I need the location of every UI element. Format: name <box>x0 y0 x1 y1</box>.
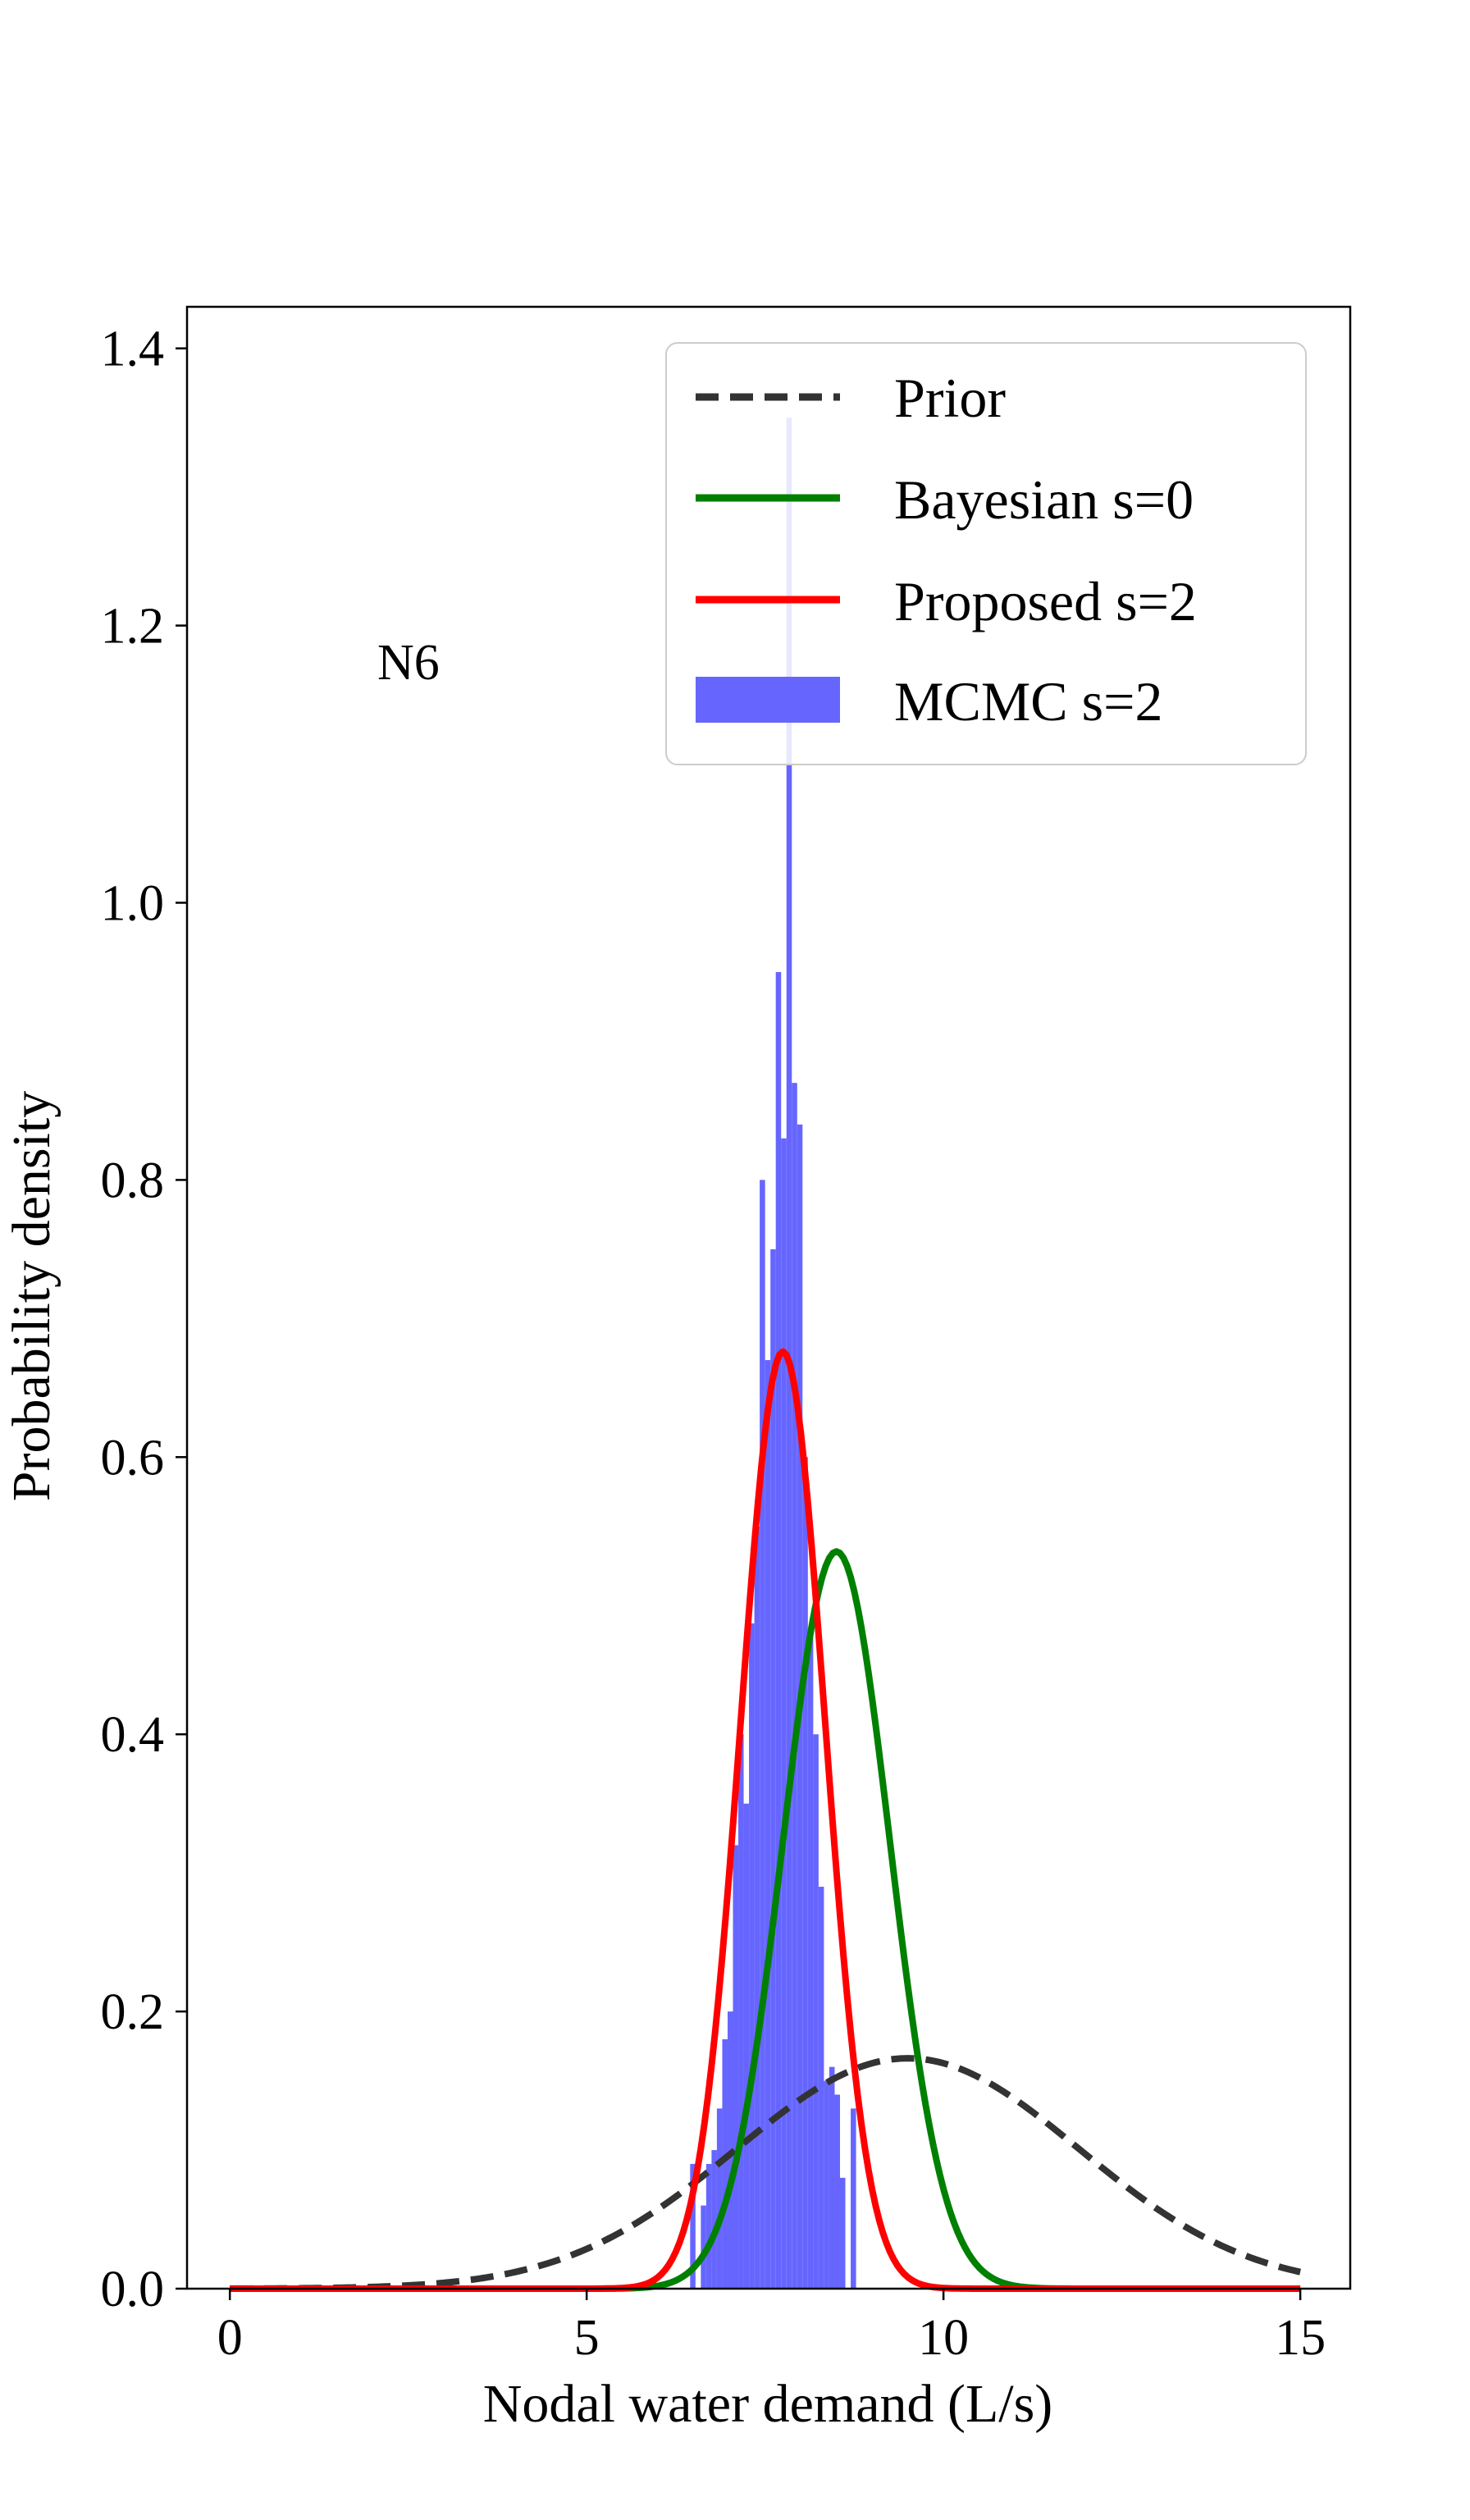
histogram-bar <box>754 1526 760 2289</box>
x-axis-label: Nodal water demand (L/s) <box>483 2374 1053 2434</box>
histogram-bar <box>851 2108 856 2289</box>
histogram-bar <box>813 1734 819 2289</box>
x-tick-label: 0 <box>217 2310 243 2366</box>
histogram-bar <box>705 2163 712 2289</box>
histogram-bar <box>711 2150 717 2289</box>
x-tick-label: 5 <box>574 2310 600 2366</box>
histogram-bar <box>716 2108 723 2289</box>
y-tick-label: 1.0 <box>101 875 165 931</box>
y-tick-label: 0.8 <box>101 1153 165 1208</box>
legend-bayesian-label: Bayesian s=0 <box>894 468 1194 531</box>
histogram-bar <box>722 2038 728 2289</box>
histogram-bar <box>807 1637 814 2289</box>
legend: Prior Bayesian s=0 Proposed s=2 MCMC s=2 <box>665 342 1307 765</box>
y-tick-label: 0.4 <box>101 1707 165 1763</box>
histogram-bar <box>760 1180 765 2289</box>
y-tick-label: 0.2 <box>101 1984 165 2040</box>
legend-mcmc-swatch <box>696 677 840 723</box>
y-tick-label: 1.2 <box>101 599 165 655</box>
legend-prior-label: Prior <box>894 367 1006 429</box>
y-tick-label: 1.4 <box>101 322 165 377</box>
histogram-bar <box>743 1803 750 2289</box>
histogram-bar <box>738 1734 744 2289</box>
histogram-bar <box>701 2205 706 2289</box>
legend-frame <box>665 342 1307 765</box>
histogram-bar <box>781 1138 787 2289</box>
node-annotation: N6 <box>377 635 440 691</box>
axis-ticks: 0 5 10 15 0.0 0.2 0.4 0.6 0.8 1.0 1.2 1.4 <box>101 322 1326 2366</box>
histogram-bar <box>824 2080 829 2289</box>
x-tick-label: 10 <box>918 2310 969 2366</box>
histogram-bar <box>775 971 782 2289</box>
legend-proposed-label: Proposed s=2 <box>894 570 1197 632</box>
histogram-bar <box>802 1457 808 2289</box>
plot-frame <box>185 305 1352 2290</box>
histogram-bar <box>733 1845 739 2289</box>
histogram-bar <box>829 2066 835 2289</box>
y-tick-label: 0.6 <box>101 1430 165 1486</box>
legend-mcmc-label: MCMC s=2 <box>894 670 1162 733</box>
histogram-bar <box>765 1360 771 2289</box>
x-tick-label: 15 <box>1275 2310 1326 2366</box>
histogram-bar <box>749 1623 755 2289</box>
histogram-bar <box>839 2177 846 2289</box>
y-tick-label: 0.0 <box>101 2262 165 2317</box>
y-axis-label: Probability density <box>2 1091 62 1501</box>
histogram-bar <box>792 1083 797 2289</box>
histogram-bar <box>690 2163 696 2289</box>
histogram-bar <box>770 1249 776 2289</box>
histogram-bar <box>818 1887 824 2289</box>
histogram-bar <box>834 2094 840 2289</box>
